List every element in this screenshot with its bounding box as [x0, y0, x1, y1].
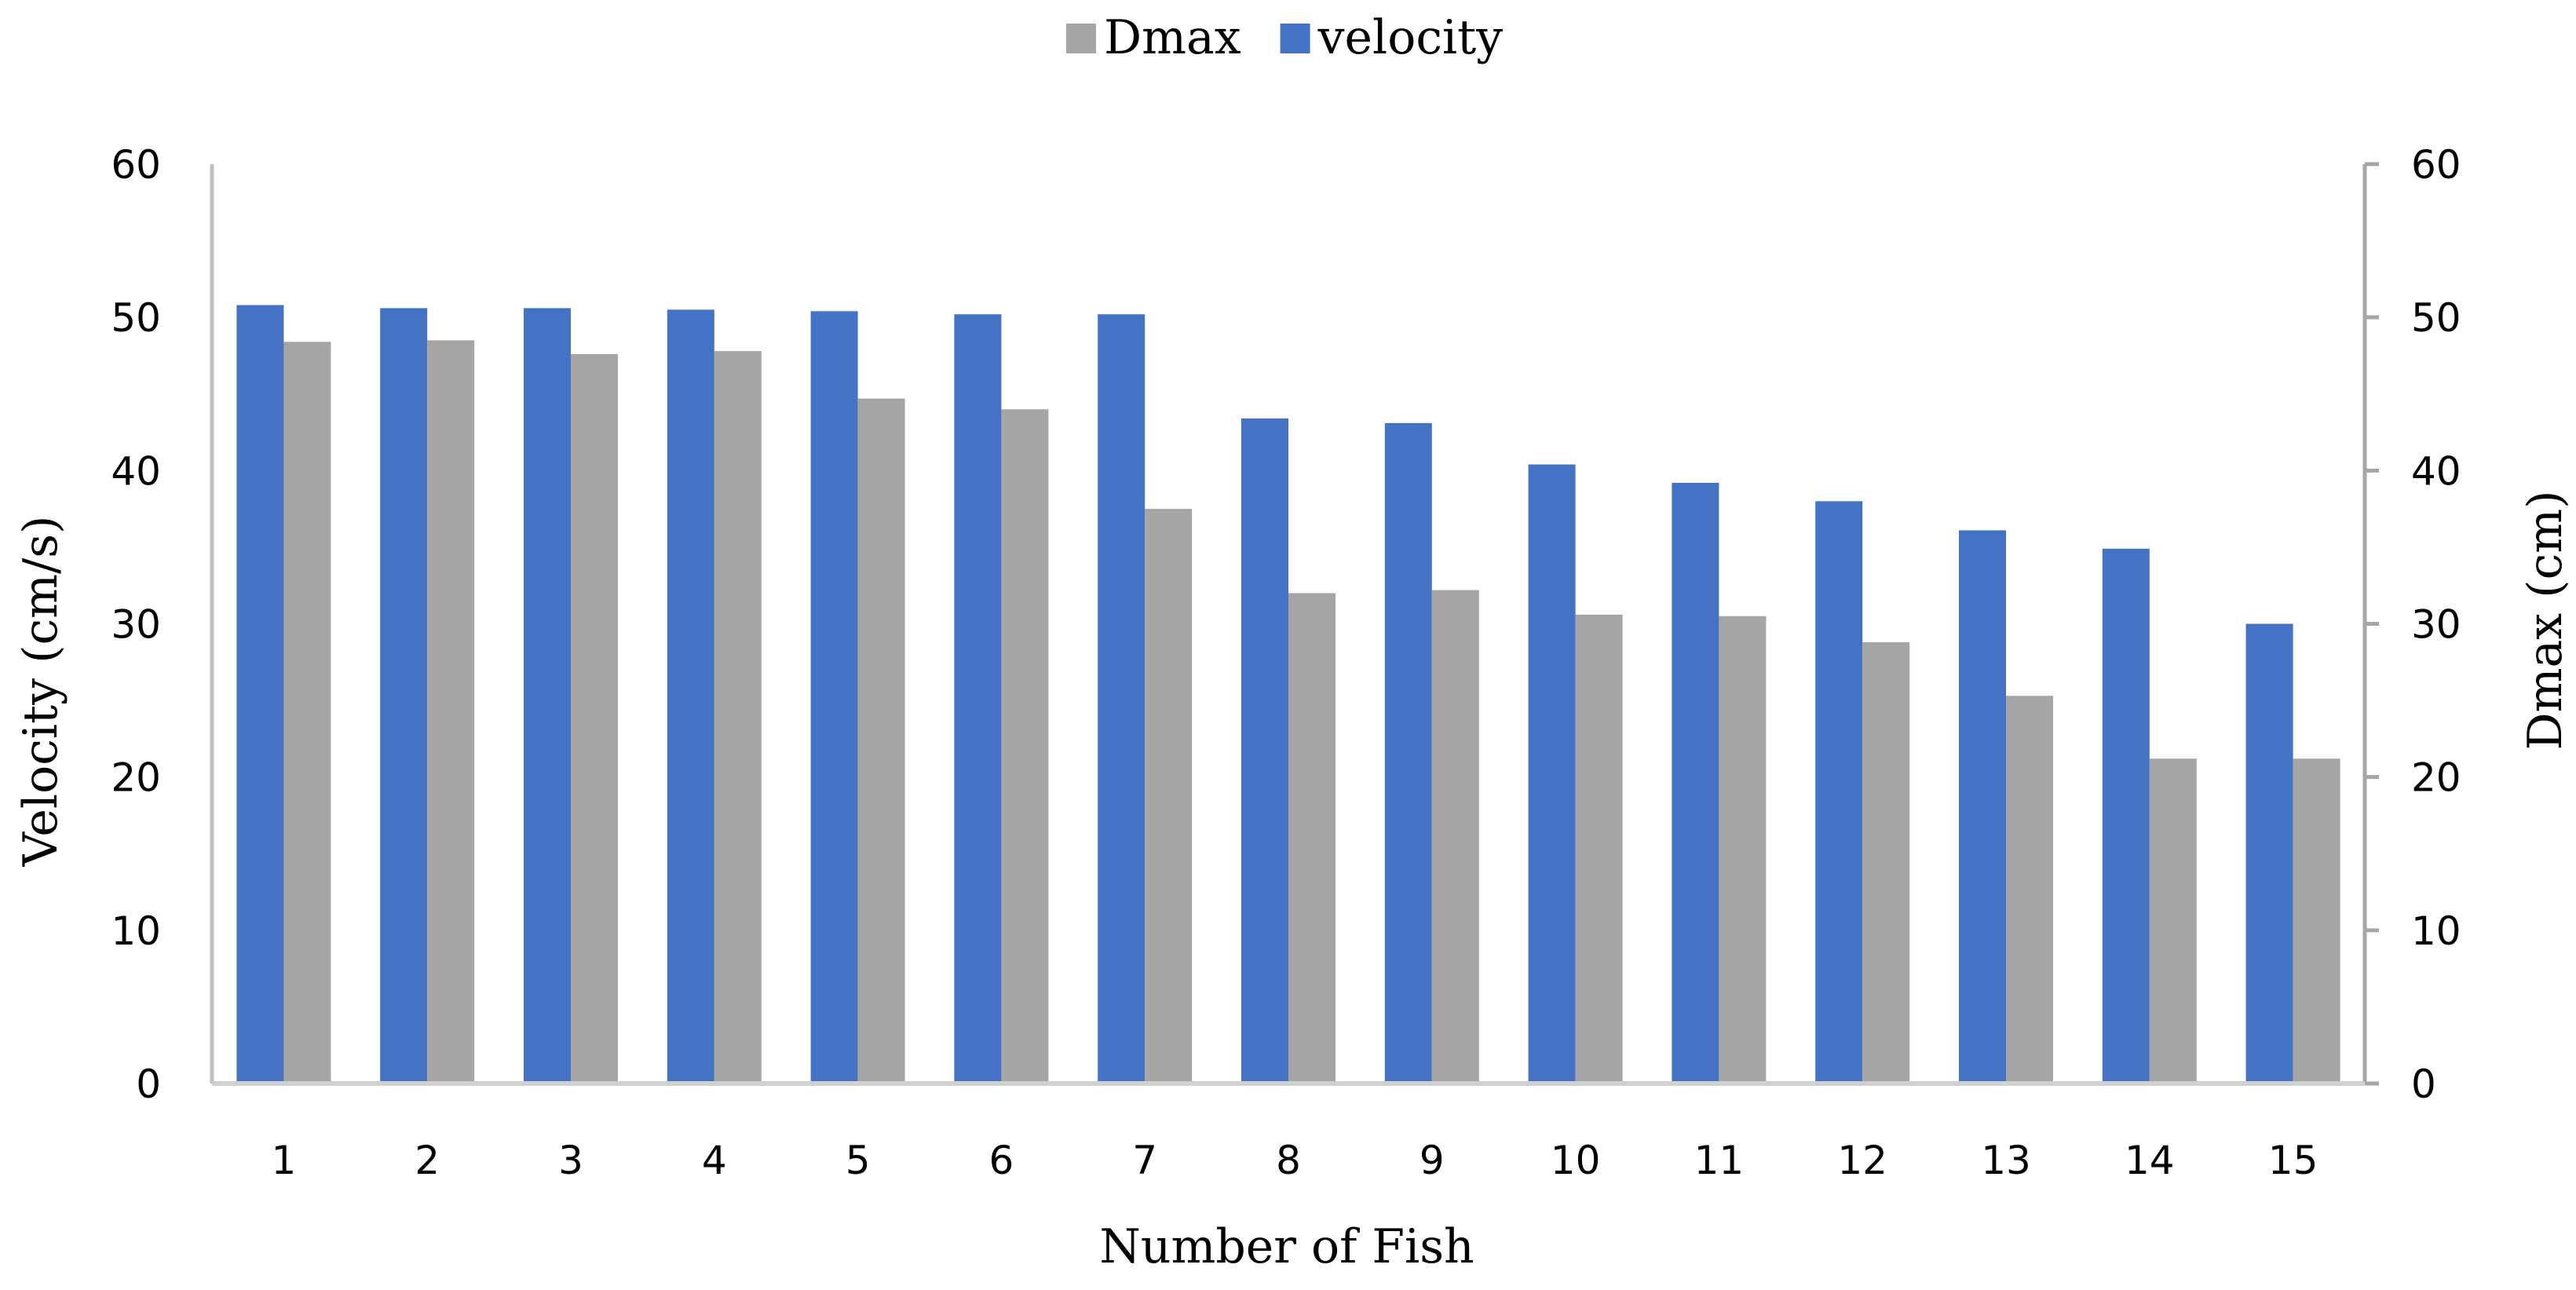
bar-velocity-10	[1528, 464, 1576, 1084]
y2-tick-label: 20	[2411, 755, 2461, 801]
y2-tick-label: 60	[2411, 142, 2461, 188]
y-tick-label: 30	[111, 602, 161, 648]
bar-dmax-5	[857, 398, 905, 1084]
bar-velocity-6	[954, 314, 1002, 1084]
x-tick-label: 3	[558, 1138, 583, 1183]
bar-velocity-9	[1384, 422, 1432, 1084]
bar-dmax-2	[427, 340, 475, 1084]
bar-dmax-14	[2149, 758, 2197, 1084]
y-tick-label: 40	[111, 448, 161, 494]
legend: Dmax velocity	[1066, 10, 1503, 65]
bar-dmax-9	[1431, 590, 1479, 1084]
bar-velocity-15	[2245, 623, 2293, 1084]
bar-dmax-6	[1001, 409, 1049, 1084]
x-tick-label: 5	[846, 1138, 871, 1183]
x-tick-label: 8	[1276, 1138, 1301, 1183]
bar-dmax-13	[2006, 696, 2053, 1084]
x-tick-label: 15	[2268, 1138, 2318, 1183]
x-tick-label: 1	[271, 1138, 296, 1183]
bar-dmax-11	[1719, 616, 1767, 1084]
x-tick-label: 12	[1837, 1138, 1887, 1183]
legend-swatch-dmax	[1066, 24, 1096, 53]
bar-velocity-4	[667, 309, 714, 1084]
y-tick-label: 0	[136, 1062, 161, 1107]
y2-tick-label: 0	[2411, 1062, 2436, 1107]
bar-dmax-15	[2293, 758, 2340, 1084]
bar-velocity-3	[524, 308, 571, 1084]
y2-tick-label: 50	[2411, 295, 2461, 341]
y-tick-label: 60	[111, 142, 161, 188]
bar-dmax-8	[1288, 593, 1336, 1084]
y-tick-label: 20	[111, 755, 161, 801]
y-tick-label: 50	[111, 295, 161, 341]
bar-dmax-1	[283, 342, 331, 1084]
bar-velocity-1	[236, 305, 284, 1084]
bar-dmax-12	[1862, 641, 1910, 1084]
bar-velocity-5	[810, 311, 858, 1084]
bar-velocity-2	[380, 308, 428, 1084]
bar-velocity-11	[1672, 482, 1719, 1084]
bars	[236, 305, 2340, 1084]
x-tick-label: 4	[702, 1138, 727, 1183]
x-tick-label: 11	[1694, 1138, 1745, 1183]
bar-velocity-7	[1098, 314, 1145, 1084]
x-tick-label: 14	[2125, 1138, 2175, 1183]
x-tick-label: 10	[1551, 1138, 1601, 1183]
x-tick-label: 13	[1981, 1138, 2031, 1183]
bar-dmax-3	[571, 354, 618, 1084]
bar-velocity-13	[1959, 530, 2006, 1084]
bar-velocity-8	[1241, 418, 1288, 1084]
y-tick-label: 10	[111, 908, 161, 954]
y2-tick-label: 40	[2411, 448, 2461, 494]
bar-velocity-14	[2102, 548, 2150, 1084]
y2-tick-label: 30	[2411, 602, 2461, 648]
y-axis-title: Velocity (cm/s)	[13, 516, 68, 868]
x-tick-label: 9	[1420, 1138, 1445, 1183]
x-tick-label: 2	[415, 1138, 440, 1183]
bar-dmax-10	[1575, 614, 1623, 1084]
x-axis-title: Number of Fish	[1099, 1219, 1474, 1274]
legend-label-velocity: velocity	[1317, 10, 1504, 65]
x-tick-label: 6	[988, 1138, 1014, 1183]
bar-velocity-12	[1815, 501, 1863, 1084]
bar-dmax-4	[714, 351, 762, 1084]
y2-axis-title: Dmax (cm)	[2518, 491, 2573, 751]
x-tick-label: 7	[1132, 1138, 1157, 1183]
bar-dmax-7	[1145, 509, 1193, 1084]
legend-label-dmax: Dmax	[1104, 10, 1241, 65]
y2-tick-label: 10	[2411, 908, 2461, 954]
legend-swatch-velocity	[1280, 24, 1310, 53]
